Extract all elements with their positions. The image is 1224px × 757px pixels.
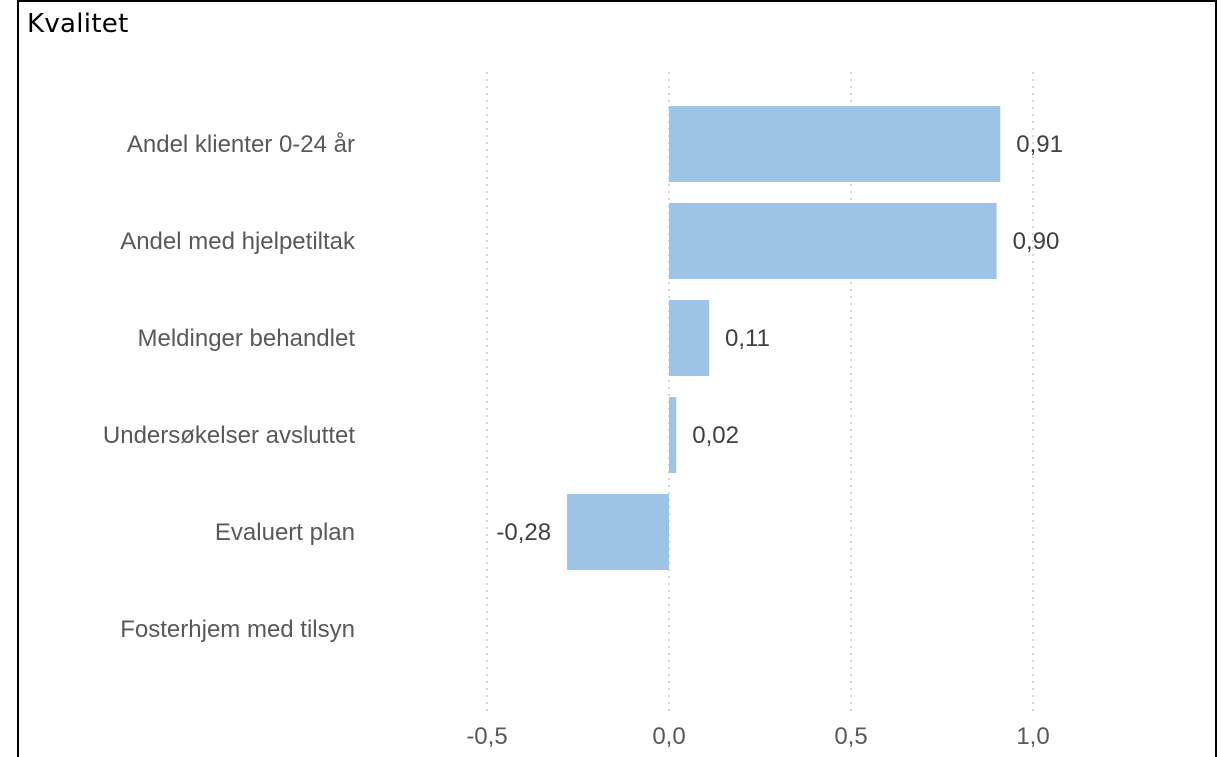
x-tick-label: 1,0 xyxy=(1016,723,1049,750)
bar xyxy=(669,397,677,473)
category-label: Meldinger behandlet xyxy=(138,325,356,352)
category-label: Andel klienter 0-24 år xyxy=(127,131,355,158)
value-label: 0,90 xyxy=(1013,228,1060,255)
x-tick-label: 0,0 xyxy=(652,723,685,750)
bar xyxy=(669,203,997,279)
value-label: 0,11 xyxy=(725,325,770,352)
category-labels: Andel klienter 0-24 år Andel med hjelpeti… xyxy=(103,131,356,643)
value-labels: 0,91 0,90 0,11 0,02 -0,28 xyxy=(496,131,1063,546)
value-label: 0,02 xyxy=(692,422,739,449)
category-label: Fosterhjem med tilsyn xyxy=(120,616,355,643)
category-label: Undersøkelser avsluttet xyxy=(103,422,355,449)
x-axis-ticks: -0,5 0,0 0,5 1,0 xyxy=(466,723,1049,750)
category-label: Evaluert plan xyxy=(215,519,355,546)
bar xyxy=(567,494,669,570)
x-tick-label: 0,5 xyxy=(834,723,867,750)
value-label: 0,91 xyxy=(1016,131,1063,158)
bar xyxy=(669,300,710,376)
chart-title: Kvalitet xyxy=(27,9,129,39)
x-tick-label: -0,5 xyxy=(466,723,507,750)
chart-panel xyxy=(17,0,1217,757)
category-label: Andel med hjelpetiltak xyxy=(120,228,356,255)
bar xyxy=(669,106,1001,182)
value-label: -0,28 xyxy=(496,519,551,546)
bars xyxy=(567,106,1001,570)
